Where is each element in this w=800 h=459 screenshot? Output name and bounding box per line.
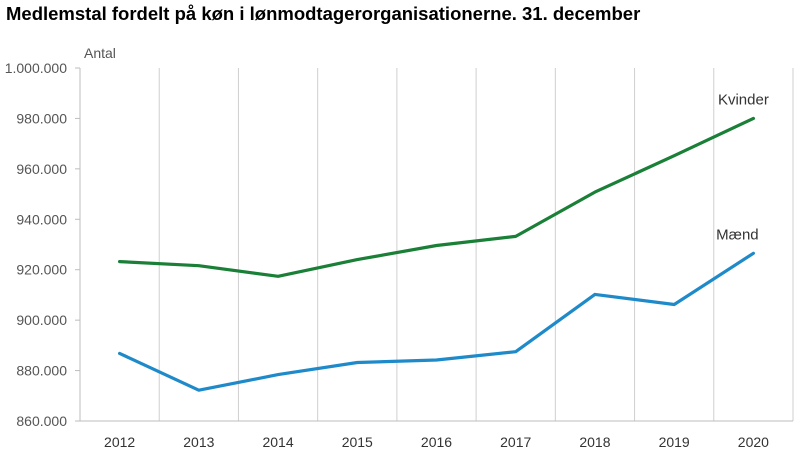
y-tick-label: 860.000 — [16, 413, 67, 429]
series-line-mænd — [117, 251, 756, 392]
y-tick-label: 880.000 — [16, 363, 67, 379]
x-tick-label: 2017 — [500, 434, 531, 450]
x-tick-label: 2020 — [738, 434, 769, 450]
series-label: Mænd — [716, 226, 759, 243]
x-tick-label: 2019 — [659, 434, 690, 450]
x-tick-label: 2013 — [183, 434, 214, 450]
y-tick-label: 940.000 — [16, 211, 67, 227]
series-label: Kvinder — [718, 91, 769, 108]
x-tick-label: 2018 — [579, 434, 610, 450]
chart-title: Medlemstal fordelt på køn i lønmodtagero… — [6, 3, 641, 24]
y-axis-title: Antal — [84, 45, 116, 61]
x-tick-label: 2016 — [421, 434, 452, 450]
x-tick-label: 2014 — [262, 434, 293, 450]
y-tick-label: 980.000 — [16, 110, 67, 126]
y-tick-label: 960.000 — [16, 161, 67, 177]
y-tick-label: 920.000 — [16, 262, 67, 278]
y-tick-label: 1.000.000 — [5, 60, 67, 76]
x-tick-label: 2012 — [104, 434, 135, 450]
x-tick-label: 2015 — [342, 434, 373, 450]
y-tick-label: 900.000 — [16, 312, 67, 328]
series-line-kvinder — [117, 116, 756, 278]
